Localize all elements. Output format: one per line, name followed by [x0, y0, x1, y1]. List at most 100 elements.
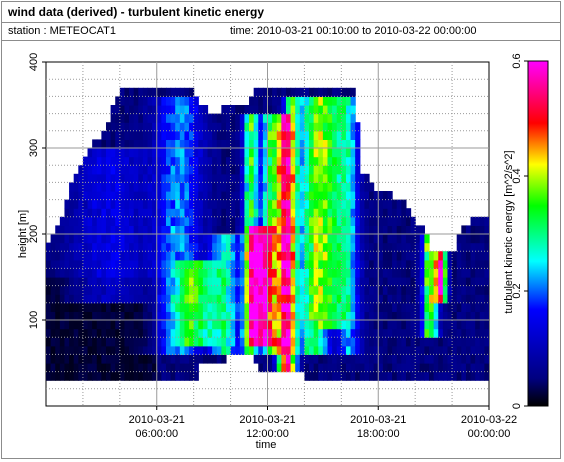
- heatmap-cell: [225, 216, 232, 226]
- heatmap-cell: [452, 354, 458, 364]
- heatmap-cell: [322, 130, 329, 140]
- heatmap-cell: [198, 302, 204, 312]
- heatmap-cell: [115, 337, 121, 347]
- heatmap-cell: [165, 363, 172, 373]
- heatmap-cell: [327, 122, 333, 132]
- heatmap-cell: [405, 371, 412, 381]
- heatmap-cell: [212, 277, 218, 287]
- heatmap-cell: [156, 354, 162, 364]
- heatmap-cell: [69, 191, 75, 201]
- heatmap-cell: [387, 251, 393, 261]
- chart-title: wind data (derived) - turbulent kinetic …: [8, 5, 265, 19]
- heatmap-cell: [253, 285, 259, 295]
- heatmap-cell: [184, 173, 190, 183]
- heatmap-cell: [198, 165, 204, 175]
- heatmap-cell: [327, 173, 333, 183]
- heatmap-cell: [281, 191, 287, 201]
- heatmap-cell: [179, 285, 186, 295]
- heatmap-cell: [249, 148, 255, 158]
- heatmap-cell: [82, 311, 89, 321]
- heatmap-cell: [230, 251, 236, 261]
- heatmap-cell: [318, 96, 324, 106]
- heatmap-cell: [309, 242, 315, 252]
- heatmap-cell: [415, 363, 421, 373]
- heatmap-cell: [318, 371, 324, 381]
- heatmap-cell: [281, 234, 287, 244]
- heatmap-cell: [253, 191, 259, 201]
- heatmap-cell: [332, 225, 338, 235]
- heatmap-cell: [285, 225, 292, 235]
- heatmap-cell: [276, 285, 282, 295]
- heatmap-cell: [322, 277, 329, 287]
- heatmap-cell: [355, 234, 361, 244]
- heatmap-cell: [193, 165, 199, 175]
- heatmap-cell: [105, 208, 112, 218]
- heatmap-cell: [382, 216, 389, 226]
- heatmap-cell: [129, 354, 135, 364]
- heatmap-cell: [212, 251, 218, 261]
- heatmap-cell: [332, 165, 338, 175]
- heatmap-cell: [239, 242, 246, 252]
- heatmap-cell: [115, 105, 121, 115]
- heatmap-cell: [198, 191, 204, 201]
- heatmap-cell: [175, 337, 181, 347]
- heatmap-cell: [281, 139, 287, 149]
- heatmap-cell: [161, 259, 167, 269]
- heatmap-cell: [78, 337, 84, 347]
- heatmap-cell: [345, 354, 352, 364]
- heatmap-cell: [322, 173, 329, 183]
- heatmap-cell: [175, 216, 181, 226]
- heatmap-cell: [212, 173, 218, 183]
- heatmap-cell: [202, 251, 209, 261]
- heatmap-cell: [267, 139, 273, 149]
- heatmap-cell: [244, 234, 250, 244]
- heatmap-cell: [285, 285, 292, 295]
- heatmap-cell: [82, 242, 89, 252]
- heatmap-cell: [447, 294, 453, 304]
- heatmap-cell: [364, 191, 370, 201]
- heatmap-cell: [235, 345, 241, 355]
- heatmap-cell: [64, 294, 70, 304]
- heatmap-cell: [216, 191, 222, 201]
- heatmap-cell: [110, 294, 116, 304]
- heatmap-cell: [161, 96, 167, 106]
- heatmap-cell: [225, 242, 232, 252]
- heatmap-cell: [212, 216, 218, 226]
- heatmap-cell: [258, 345, 264, 355]
- heatmap-cell: [272, 345, 278, 355]
- heatmap-cell: [105, 148, 112, 158]
- heatmap-cell: [332, 345, 338, 355]
- heatmap-cell: [295, 242, 301, 252]
- heatmap-cell: [345, 148, 352, 158]
- heatmap-cell: [442, 345, 449, 355]
- heatmap-cell: [202, 216, 209, 226]
- heatmap-cell: [318, 199, 324, 209]
- heatmap-cell: [484, 268, 489, 278]
- heatmap-cell: [119, 199, 126, 209]
- heatmap-cell: [272, 113, 278, 123]
- heatmap-cell: [313, 371, 319, 381]
- heatmap-cell: [410, 371, 416, 381]
- heatmap-cell: [470, 311, 476, 321]
- heatmap-cell: [92, 337, 98, 347]
- heatmap-cell: [55, 311, 61, 321]
- heatmap-cell: [69, 234, 75, 244]
- heatmap-cell: [373, 363, 379, 373]
- heatmap-cell: [272, 216, 278, 226]
- heatmap-cell: [82, 268, 89, 278]
- heatmap-cell: [447, 337, 453, 347]
- heatmap-cell: [401, 268, 407, 278]
- heatmap-cell: [410, 363, 416, 373]
- heatmap-cell: [318, 345, 324, 355]
- heatmap-cell: [309, 216, 315, 226]
- heatmap-cell: [175, 130, 181, 140]
- heatmap-cell: [253, 294, 259, 304]
- heatmap-cell: [110, 113, 116, 123]
- heatmap-cell: [433, 259, 439, 269]
- heatmap-cell: [364, 216, 370, 226]
- heatmap-cell: [401, 337, 407, 347]
- heatmap-cell: [69, 277, 75, 287]
- heatmap-cell: [336, 277, 342, 287]
- heatmap-cell: [332, 285, 338, 295]
- heatmap-cell: [309, 337, 315, 347]
